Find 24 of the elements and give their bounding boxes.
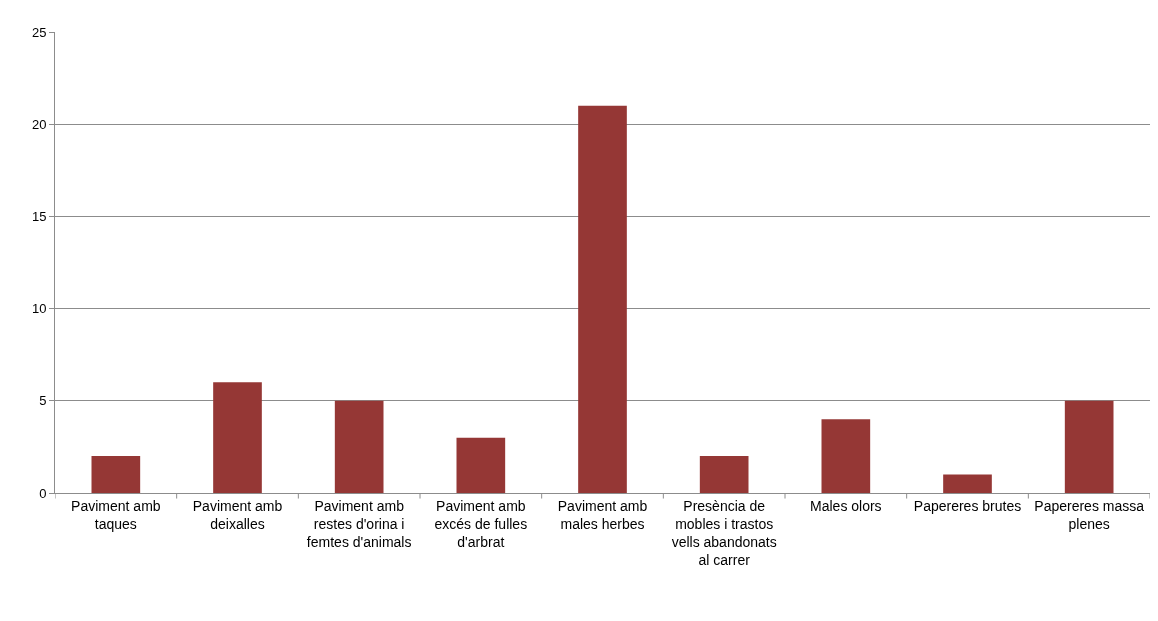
bar (578, 105, 627, 493)
x-tick-label: Males olors (810, 497, 882, 514)
x-tick-label: Papereres massa plenes (1034, 497, 1145, 532)
y-tick-label: 0 (39, 485, 47, 501)
y-tick-label: 5 (39, 393, 47, 409)
bar (213, 382, 262, 493)
x-tick-label: Paviment amb excés de fulles d'arbrat (434, 497, 528, 551)
bar (91, 456, 141, 493)
bar (334, 400, 384, 493)
x-tick-label: Paviment amb taques (71, 497, 161, 532)
bar (1064, 400, 1114, 493)
bar (943, 474, 992, 493)
y-tick-label: 25 (31, 24, 47, 40)
x-tick-label: Paviment amb deixalles (192, 497, 283, 532)
bar (456, 437, 506, 493)
x-tick-label: Paviment amb restes d'orina i femtes d'animals (306, 497, 412, 551)
x-tick-label: Papereres brutes (913, 497, 1022, 514)
bar (821, 419, 871, 493)
y-tick-label: 15 (31, 208, 47, 224)
x-tick-label: Presència de mobles i trastos vells abandonats al carrer (671, 497, 777, 569)
x-tick-label: Paviment amb males herbes (557, 497, 648, 532)
y-tick-label: 10 (31, 301, 47, 317)
bar (699, 456, 749, 493)
y-tick-label: 20 (31, 116, 47, 132)
